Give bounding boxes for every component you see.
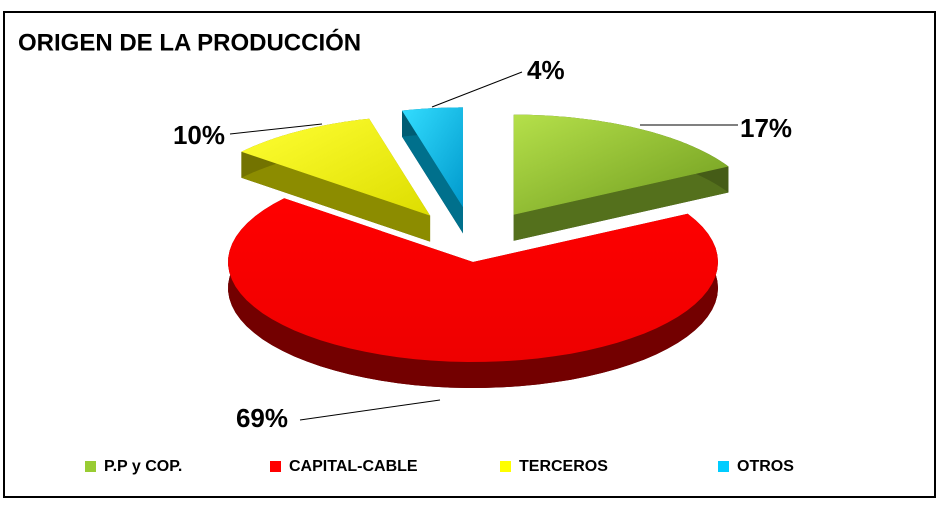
legend-label: CAPITAL-CABLE (289, 458, 418, 475)
slice (228, 198, 718, 362)
legend-label: P.P y COP. (104, 458, 182, 475)
chart-title: ORIGEN DE LA PRODUCCIÓN (18, 28, 361, 56)
leader-line (229, 123, 323, 135)
slice (402, 107, 463, 208)
data-label: 17% (740, 113, 792, 143)
data-label: 10% (173, 120, 225, 150)
slice (513, 114, 729, 215)
slice-wall (241, 151, 431, 242)
legend-swatch (270, 461, 281, 472)
leader-line (431, 71, 523, 108)
leader-line (299, 399, 441, 421)
slice (241, 118, 431, 216)
slice-wall (513, 166, 729, 241)
legend-label: OTROS (737, 458, 794, 475)
data-label: 4% (527, 55, 565, 85)
slice-wall (402, 110, 463, 234)
legend-swatch (85, 461, 96, 472)
data-label: 69% (236, 403, 288, 433)
legend-swatch (500, 461, 511, 472)
legend-label: TERCEROS (519, 458, 608, 475)
chart-frame (3, 11, 936, 498)
legend-swatch (718, 461, 729, 472)
